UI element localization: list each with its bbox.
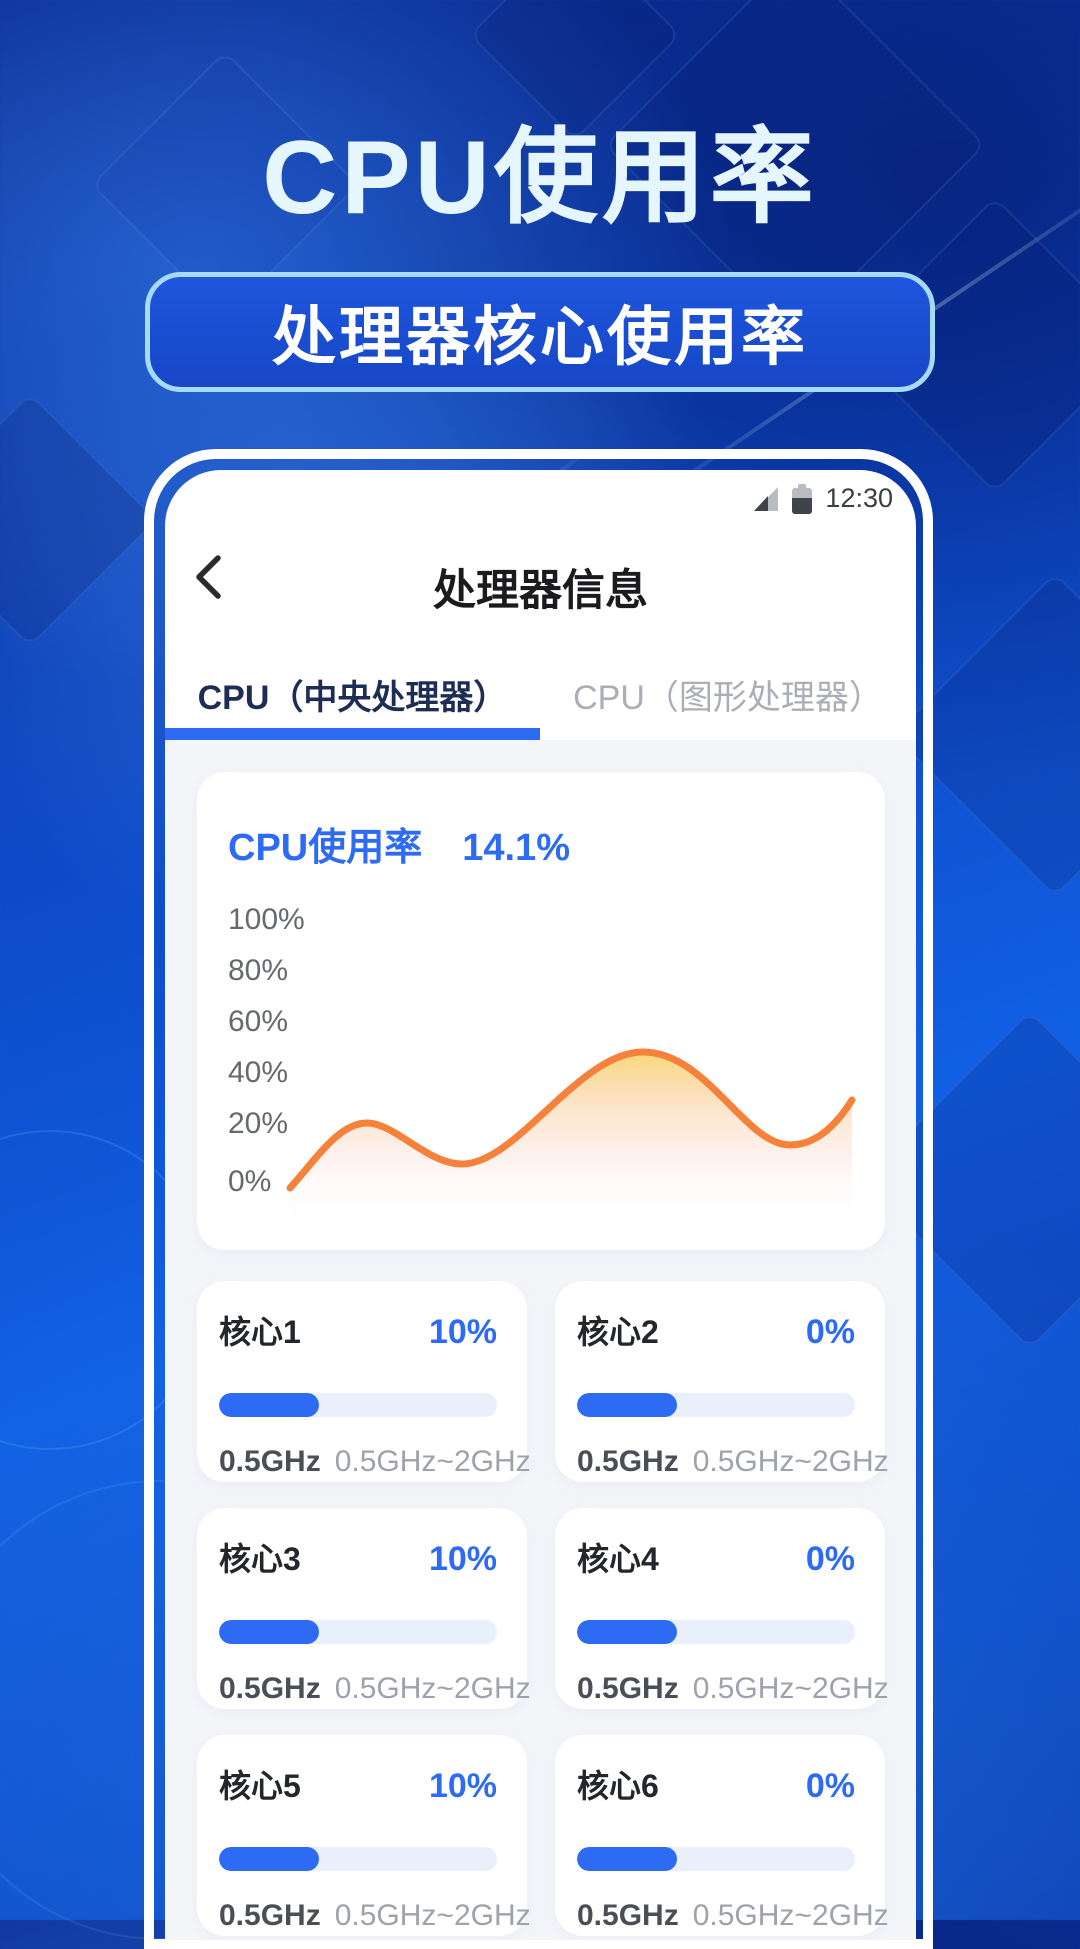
- core-progress-track: [219, 1620, 497, 1644]
- signal-icon: [754, 486, 779, 511]
- core-name: 核心2: [577, 1314, 659, 1350]
- core-card-2: 核心2 0% 0.5GHz 0.5GHz~2GHz: [555, 1281, 889, 1482]
- tab-cpu-graphics[interactable]: CPU（图形处理器）: [573, 678, 883, 717]
- content-area: CPU使用率 14.1% 100% 80% 60% 40% 20% 0%: [165, 740, 916, 1940]
- core-progress-fill: [577, 1847, 678, 1871]
- core-progress-fill: [219, 1847, 320, 1871]
- cpu-usage-chart-card: CPU使用率 14.1% 100% 80% 60% 40% 20% 0%: [197, 772, 885, 1250]
- usage-value: 14.1%: [462, 827, 570, 869]
- core-frequency-range: 0.5GHz~2GHz: [692, 1672, 889, 1705]
- back-button[interactable]: [191, 554, 225, 600]
- y-axis-label: 0%: [228, 1165, 272, 1198]
- core-frequency: 0.5GHz: [219, 1672, 321, 1705]
- core-progress-track: [577, 1393, 855, 1417]
- core-progress-fill: [577, 1620, 678, 1644]
- core-frequency-range: 0.5GHz~2GHz: [692, 1899, 889, 1932]
- core-progress-fill: [577, 1393, 678, 1417]
- y-axis-label: 40%: [228, 1056, 289, 1089]
- subtitle-banner: 处理器核心使用率: [145, 272, 935, 392]
- core-progress-track: [577, 1847, 855, 1871]
- core-progress-track: [219, 1847, 497, 1871]
- core-usage: 10%: [428, 1540, 497, 1578]
- core-card-4: 核心4 0% 0.5GHz 0.5GHz~2GHz: [555, 1508, 889, 1709]
- core-name: 核心6: [577, 1768, 659, 1804]
- subtitle-text: 处理器核心使用率: [272, 301, 808, 373]
- core-name: 核心3: [219, 1541, 301, 1577]
- core-card-3: 核心3 10% 0.5GHz 0.5GHz~2GHz: [197, 1508, 531, 1709]
- core-usage: 0%: [805, 1767, 855, 1805]
- core-usage: 10%: [428, 1767, 497, 1805]
- phone-screen: 12:30 处理器信息 CPU（中央处理器） CPU（图形处理器） CPU使用率…: [165, 470, 916, 1940]
- core-progress-track: [219, 1393, 497, 1417]
- core-frequency-range: 0.5GHz~2GHz: [334, 1672, 531, 1705]
- core-frequency: 0.5GHz: [577, 1899, 679, 1932]
- status-bar: 12:30: [753, 483, 893, 514]
- usage-headline: CPU使用率 14.1%: [228, 816, 570, 871]
- tab-cpu-central[interactable]: CPU（中央处理器）: [197, 678, 508, 717]
- phone-mockup-frame: 12:30 处理器信息 CPU（中央处理器） CPU（图形处理器） CPU使用率…: [144, 449, 933, 1949]
- usage-label: CPU使用率: [228, 827, 423, 869]
- core-name: 核心5: [219, 1768, 301, 1804]
- y-axis-label: 60%: [228, 1005, 289, 1038]
- active-tab-underline: [165, 728, 540, 740]
- core-progress-track: [577, 1620, 855, 1644]
- usage-area-chart: [286, 1048, 856, 1224]
- core-usage: 0%: [805, 1313, 855, 1351]
- core-card-6: 核心6 0% 0.5GHz 0.5GHz~2GHz: [555, 1735, 889, 1936]
- page-title: CPU使用率: [262, 120, 818, 236]
- core-progress-fill: [219, 1620, 320, 1644]
- core-usage: 0%: [805, 1540, 855, 1578]
- y-axis-label: 80%: [228, 954, 289, 987]
- core-usage: 10%: [428, 1313, 497, 1351]
- cube-shape: [0, 392, 158, 648]
- core-frequency: 0.5GHz: [577, 1445, 679, 1478]
- core-frequency-range: 0.5GHz~2GHz: [334, 1899, 531, 1932]
- core-frequency: 0.5GHz: [219, 1445, 321, 1478]
- core-frequency-range: 0.5GHz~2GHz: [692, 1445, 889, 1478]
- y-axis-label: 100%: [228, 903, 305, 936]
- screen-title: 处理器信息: [433, 567, 648, 615]
- status-time: 12:30: [825, 483, 893, 513]
- y-axis-label: 20%: [228, 1107, 289, 1140]
- core-frequency-range: 0.5GHz~2GHz: [334, 1445, 531, 1478]
- battery-icon: [792, 483, 813, 514]
- core-card-1: 核心1 10% 0.5GHz 0.5GHz~2GHz: [197, 1281, 531, 1482]
- core-name: 核心4: [577, 1541, 659, 1577]
- core-card-5: 核心5 10% 0.5GHz 0.5GHz~2GHz: [197, 1735, 531, 1936]
- core-progress-fill: [219, 1393, 320, 1417]
- core-name: 核心1: [219, 1314, 301, 1350]
- core-frequency: 0.5GHz: [219, 1899, 321, 1932]
- core-frequency: 0.5GHz: [577, 1672, 679, 1705]
